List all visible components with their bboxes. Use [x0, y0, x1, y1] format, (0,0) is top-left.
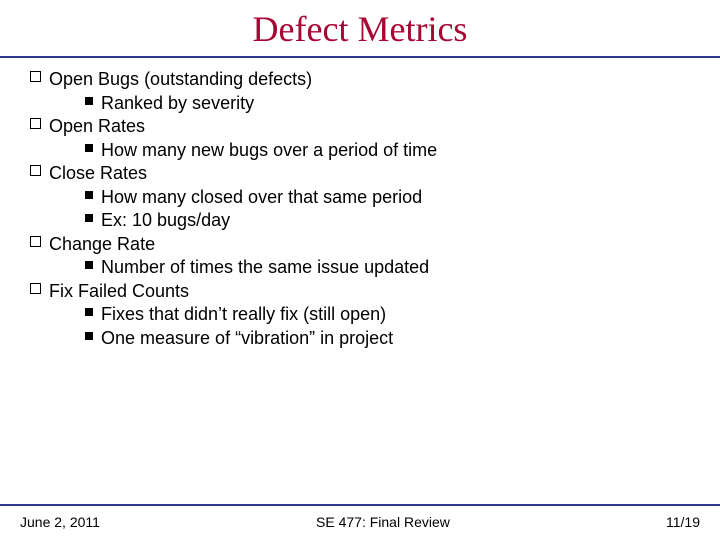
hollow-square-bullet-icon: [30, 118, 41, 129]
filled-square-bullet-icon: [85, 191, 93, 199]
hollow-square-bullet-icon: [30, 165, 41, 176]
bullet-level1-text: Open Bugs (outstanding defects): [49, 68, 312, 91]
bullet-level2-text: Number of times the same issue updated: [101, 256, 429, 279]
bullet-level2: Fixes that didn’t really fix (still open…: [85, 303, 690, 326]
bullet-level2-text: How many new bugs over a period of time: [101, 139, 437, 162]
bullet-level2-text: Fixes that didn’t really fix (still open…: [101, 303, 386, 326]
bullet-level2: How many closed over that same period: [85, 186, 690, 209]
bullet-level1-text: Fix Failed Counts: [49, 280, 189, 303]
slide: Defect Metrics Open Bugs (outstanding de…: [0, 0, 720, 540]
bullet-level2-text: How many closed over that same period: [101, 186, 422, 209]
bullet-level2-text: Ranked by severity: [101, 92, 254, 115]
bullet-level1: Close Rates: [30, 162, 690, 185]
bullet-level1: Change Rate: [30, 233, 690, 256]
filled-square-bullet-icon: [85, 97, 93, 105]
hollow-square-bullet-icon: [30, 283, 41, 294]
footer-page: 11/19: [666, 514, 700, 530]
slide-title: Defect Metrics: [0, 0, 720, 56]
bullet-level2: Ranked by severity: [85, 92, 690, 115]
filled-square-bullet-icon: [85, 144, 93, 152]
filled-square-bullet-icon: [85, 308, 93, 316]
slide-body: Open Bugs (outstanding defects)Ranked by…: [0, 58, 720, 349]
bullet-level2: One measure of “vibration” in project: [85, 327, 690, 350]
bullet-level1: Fix Failed Counts: [30, 280, 690, 303]
bullet-level1: Open Rates: [30, 115, 690, 138]
bullet-level1-text: Open Rates: [49, 115, 145, 138]
footer-date: June 2, 2011: [20, 514, 100, 530]
filled-square-bullet-icon: [85, 332, 93, 340]
bullet-level2: Ex: 10 bugs/day: [85, 209, 690, 232]
bullet-level1-text: Close Rates: [49, 162, 147, 185]
bullet-level2: How many new bugs over a period of time: [85, 139, 690, 162]
hollow-square-bullet-icon: [30, 71, 41, 82]
slide-footer: June 2, 2011 SE 477: Final Review 11/19: [0, 514, 720, 530]
bullet-level2-text: Ex: 10 bugs/day: [101, 209, 230, 232]
bullet-level2-text: One measure of “vibration” in project: [101, 327, 393, 350]
footer-rule: [0, 504, 720, 506]
bullet-level2: Number of times the same issue updated: [85, 256, 690, 279]
filled-square-bullet-icon: [85, 261, 93, 269]
bullet-level1: Open Bugs (outstanding defects): [30, 68, 690, 91]
bullet-level1-text: Change Rate: [49, 233, 155, 256]
hollow-square-bullet-icon: [30, 236, 41, 247]
filled-square-bullet-icon: [85, 214, 93, 222]
footer-course: SE 477: Final Review: [316, 514, 450, 530]
